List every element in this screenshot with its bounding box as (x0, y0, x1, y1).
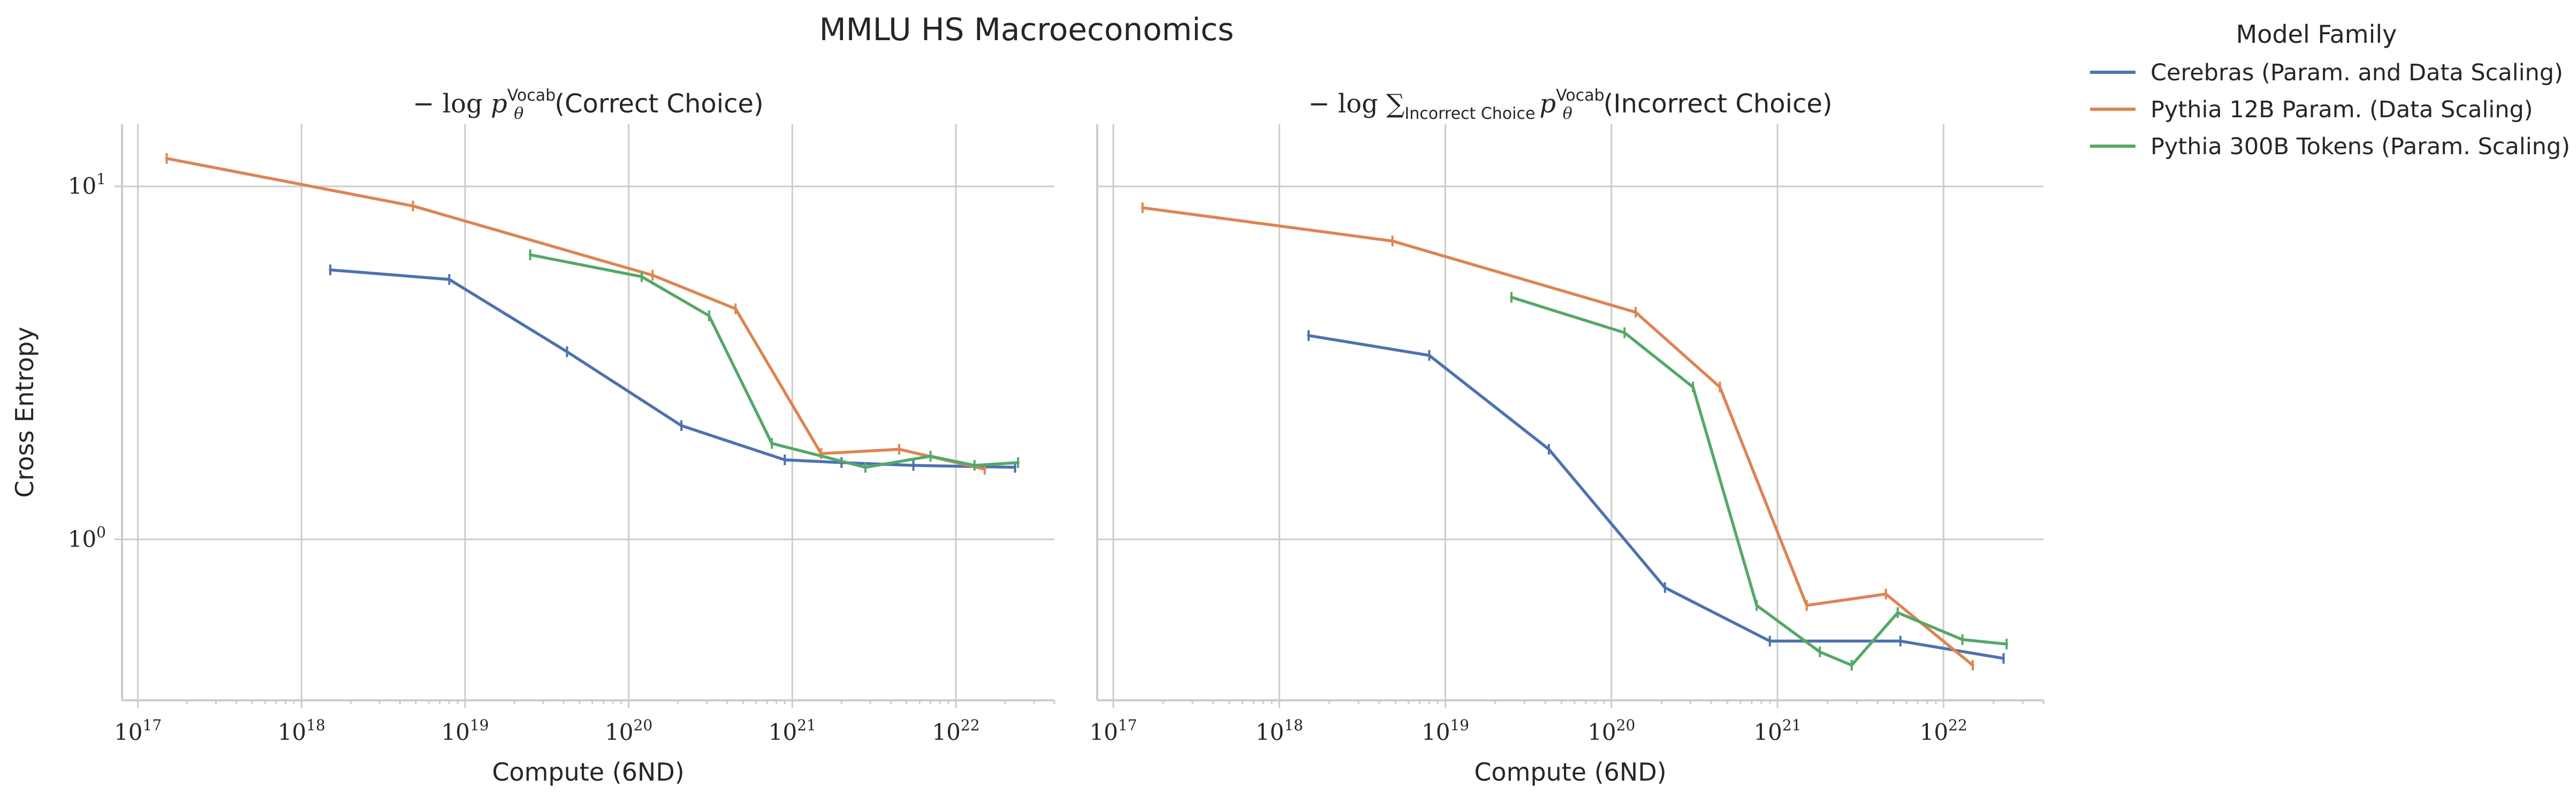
x-tick-label: 1020 (1587, 716, 1635, 745)
legend-entry: Cerebras (Param. and Data Scaling) (2151, 59, 2563, 86)
x-axis-label: Compute (6ND) (492, 758, 684, 787)
y-tick-label: 101 (68, 170, 106, 199)
series-line (528, 253, 1020, 469)
legend-title: Model Family (2236, 20, 2397, 49)
x-axis-label: Compute (6ND) (1474, 758, 1666, 787)
series-pythia300b (1510, 292, 2008, 671)
x-tick-label: 1017 (114, 716, 162, 745)
x-tick-label: 1019 (441, 716, 489, 745)
series-pythia12b (165, 153, 986, 475)
subplot-correct-choice: 1017 1018 1019 1020 1021 1022 100 101 Compute (6… (10, 86, 1055, 787)
x-tick-label: 1017 (1090, 716, 1137, 745)
series-pythia300b (528, 249, 1020, 473)
legend-entry: Pythia 12B Param. (Data Scaling) (2151, 96, 2533, 123)
subplot-title: − log pVocab θ (Correct Choice) (413, 86, 763, 123)
series-cerebras (329, 264, 1017, 473)
x-tick-label: 1022 (1920, 716, 1967, 745)
x-tick-label: 1019 (1422, 716, 1469, 745)
subplot-incorrect-choice: 1017 1018 1019 1020 1021 1022 Compute (6ND) − l… (1090, 86, 2045, 787)
series-line (329, 268, 1017, 469)
x-tick-label: 1018 (278, 716, 325, 745)
figure-title: MMLU HS Macroeconomics (819, 11, 1234, 48)
x-tick-label: 1021 (769, 716, 816, 745)
x-tick-label: 1021 (1753, 716, 1801, 745)
y-tick-label: 100 (68, 523, 106, 552)
series-line (165, 157, 986, 471)
subplot-title: − log ∑Incorrect Choice pVocab θ (Incorrect… (1308, 86, 1832, 123)
series-line (1510, 296, 2008, 667)
x-tick-label: 1022 (932, 716, 979, 745)
legend-entry: Pythia 300B Tokens (Param. Scaling) (2151, 133, 2570, 160)
series-pythia12b (1141, 202, 1974, 671)
x-tick-label: 1018 (1256, 716, 1303, 745)
x-tick-label: 1020 (605, 716, 652, 745)
legend: Model Family Cerebras (Param. and Data S… (2090, 20, 2570, 160)
series-line (1307, 334, 2005, 660)
series-line (1141, 206, 1974, 667)
y-axis-label: Cross Entropy (10, 327, 39, 497)
series-cerebras (1307, 330, 2005, 664)
